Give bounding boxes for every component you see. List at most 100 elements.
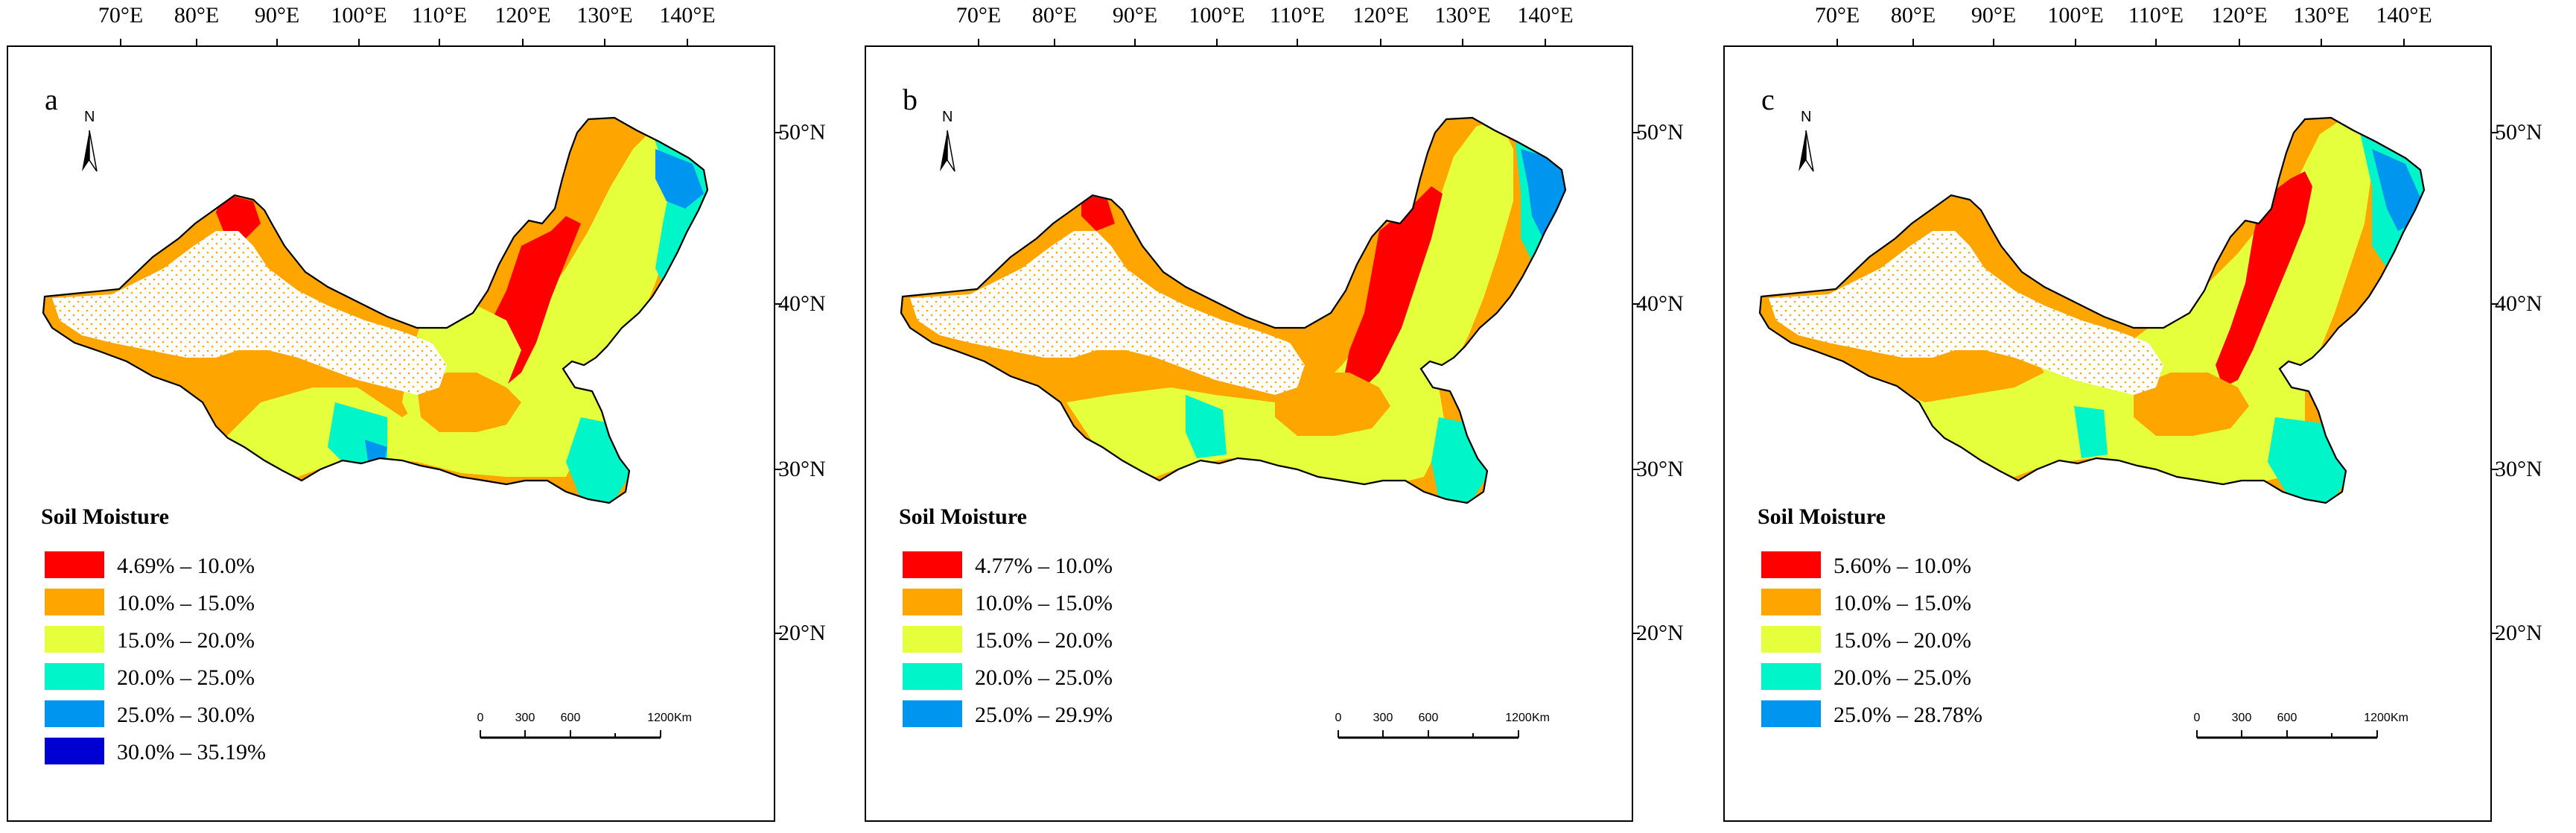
north-label: N bbox=[84, 109, 95, 125]
lat-tick-label: 40°N bbox=[2495, 291, 2542, 316]
map-frame bbox=[1723, 45, 2492, 822]
zone-orange-8 bbox=[1275, 373, 1390, 436]
lon-tick-label: 140°E bbox=[2376, 3, 2432, 28]
legend-label: 15.0% – 20.0% bbox=[1834, 628, 1971, 653]
legend-title: Soil Moisture bbox=[41, 504, 169, 529]
lat-tick-label: 20°N bbox=[778, 621, 826, 645]
zone-navy-7 bbox=[734, 164, 752, 195]
zone-orange-8 bbox=[2134, 373, 2249, 436]
legend-swatch bbox=[45, 626, 104, 653]
scale-label-1200: 1200 bbox=[2364, 712, 2391, 724]
lat-tick-label: 50°N bbox=[2495, 120, 2542, 145]
legend-label: 10.0% – 15.0% bbox=[975, 591, 1113, 615]
legend-label: 25.0% – 29.9% bbox=[975, 703, 1113, 727]
zone-aqua-5 bbox=[2074, 406, 2108, 458]
lon-tick-label: 70°E bbox=[1814, 3, 1860, 28]
lon-tick-label: 130°E bbox=[2293, 3, 2350, 28]
legend-label: 15.0% – 20.0% bbox=[975, 628, 1113, 653]
latitude-ticks bbox=[775, 132, 782, 634]
scale-label-600: 600 bbox=[1418, 712, 1439, 724]
lon-tick-label: 100°E bbox=[2047, 3, 2104, 28]
legend-swatch bbox=[45, 589, 104, 615]
north-arrow-icon bbox=[82, 130, 98, 172]
zone-yellow-1 bbox=[223, 134, 678, 477]
legend-label: 15.0% – 20.0% bbox=[117, 628, 255, 653]
legend-label: 5.60% – 10.0% bbox=[1834, 554, 1971, 578]
scale-unit: Km bbox=[1532, 712, 1550, 724]
legend-label: 10.0% – 15.0% bbox=[117, 591, 255, 615]
lon-tick-label: 130°E bbox=[576, 3, 633, 28]
zone-aqua-4 bbox=[1186, 395, 1227, 458]
study-region bbox=[1758, 116, 2426, 504]
legend-swatch bbox=[1761, 626, 1821, 653]
scale-bar bbox=[480, 730, 661, 739]
scale-bar bbox=[1338, 730, 1519, 739]
north-label: N bbox=[942, 109, 953, 125]
lon-tick-label: 90°E bbox=[1112, 3, 1158, 28]
legend-title: Soil Moisture bbox=[899, 504, 1027, 529]
scale-label-1200: 1200 bbox=[647, 712, 674, 724]
legend-swatch bbox=[1761, 551, 1821, 578]
desert-stipple bbox=[52, 231, 447, 395]
legend-swatch bbox=[1761, 663, 1821, 690]
scale-unit: Km bbox=[2391, 712, 2408, 724]
zone-red-6 bbox=[1342, 186, 1443, 395]
lat-tick-label: 20°N bbox=[2495, 621, 2542, 645]
legend-label: 30.0% – 35.19% bbox=[117, 740, 266, 764]
lon-tick-label: 90°E bbox=[1971, 3, 2017, 28]
scale-label-0: 0 bbox=[1335, 712, 1342, 724]
lon-tick-label: 140°E bbox=[659, 3, 716, 28]
scale-label-600: 600 bbox=[2277, 712, 2297, 724]
panel-letter: b bbox=[903, 83, 917, 116]
lon-tick-label: 90°E bbox=[254, 3, 300, 28]
lon-tick-label: 80°E bbox=[174, 3, 220, 28]
legend-label: 25.0% – 30.0% bbox=[117, 703, 255, 727]
zone-blue-5 bbox=[655, 149, 704, 209]
panel-letter: c bbox=[1761, 83, 1775, 116]
desert-stipple bbox=[1769, 231, 2163, 395]
study-region bbox=[42, 116, 752, 504]
map-panel-b: 70°E 80°E 90°E 100°E 110°E 120°E 130°E 140°E 50… bbox=[858, 0, 1707, 833]
lat-tick-label: 30°N bbox=[1636, 457, 1684, 481]
lon-tick-label: 110°E bbox=[411, 3, 468, 28]
zone-red-9 bbox=[216, 194, 261, 238]
lon-tick-label: 120°E bbox=[2211, 3, 2268, 28]
panel-letter: a bbox=[45, 83, 58, 116]
region-boundary bbox=[1758, 116, 2426, 504]
longitude-ticks bbox=[1836, 39, 2405, 46]
legend-swatch bbox=[45, 551, 104, 578]
map-canvas bbox=[1723, 39, 2499, 822]
lat-tick-label: 30°N bbox=[2495, 457, 2542, 481]
legend-swatch bbox=[45, 738, 104, 764]
lon-tick-label: 130°E bbox=[1434, 3, 1491, 28]
lon-tick-label: 120°E bbox=[494, 3, 551, 28]
study-region bbox=[900, 116, 1567, 504]
lat-tick-label: 30°N bbox=[778, 457, 826, 481]
north-arrow-icon bbox=[940, 130, 955, 172]
longitude-ticks bbox=[120, 39, 688, 46]
scale-label-0: 0 bbox=[2193, 712, 2201, 724]
lat-tick-label: 50°N bbox=[778, 120, 826, 145]
legend-label: 20.0% – 25.0% bbox=[975, 665, 1113, 690]
longitude-ticks bbox=[978, 39, 1546, 46]
legend-swatch bbox=[903, 626, 962, 653]
lon-tick-label: 120°E bbox=[1352, 3, 1409, 28]
scale-label-300: 300 bbox=[515, 712, 535, 724]
legend-swatch bbox=[903, 700, 962, 727]
legend-swatch bbox=[1761, 700, 1821, 727]
lon-tick-label: 100°E bbox=[331, 3, 387, 28]
legend-swatch bbox=[1761, 589, 1821, 615]
scale-bar bbox=[2196, 730, 2378, 739]
map-frame bbox=[7, 45, 775, 822]
legend-label: 4.77% – 10.0% bbox=[975, 554, 1113, 578]
scale-unit: Km bbox=[674, 712, 692, 724]
north-label: N bbox=[1801, 109, 1812, 125]
desert-stipple bbox=[910, 231, 1305, 395]
zone-blue-6 bbox=[2372, 149, 2420, 231]
lon-tick-label: 80°E bbox=[1031, 3, 1078, 28]
region-boundary bbox=[42, 116, 709, 504]
scale-label-300: 300 bbox=[1373, 712, 1393, 724]
moisture-zones bbox=[43, 118, 752, 503]
lat-tick-label: 40°N bbox=[778, 291, 826, 316]
zone-red-7 bbox=[1081, 194, 1115, 231]
